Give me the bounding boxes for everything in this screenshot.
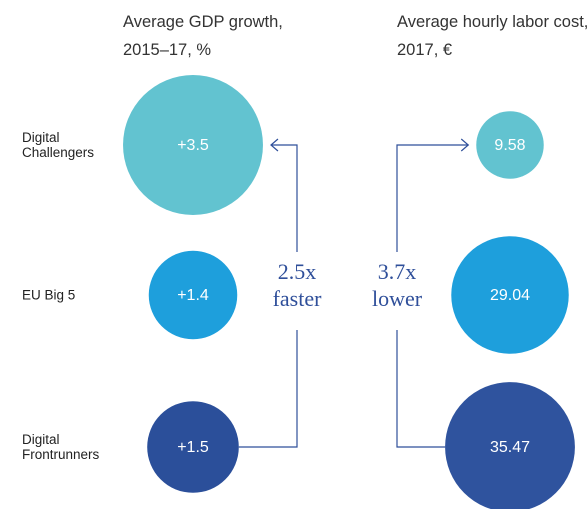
bubble-label: 9.58 <box>494 137 525 154</box>
series-title: Average hourly labor cost, 2017, € <box>397 13 588 59</box>
category-label: Digital Frontrunners <box>22 432 100 462</box>
series-title: Average GDP growth, 2015–17, % <box>123 13 283 59</box>
bubble-label: +1.4 <box>177 287 209 304</box>
bubble <box>476 111 544 179</box>
bubble <box>148 250 238 340</box>
annotation: 2.5x faster <box>272 259 322 311</box>
bubble <box>123 75 263 215</box>
bubble <box>147 401 239 493</box>
connector <box>396 144 469 448</box>
bubble-label: 29.04 <box>490 287 530 304</box>
bubble <box>445 382 575 509</box>
annotation: 3.7x lower <box>371 259 423 311</box>
arrow-head <box>460 138 470 152</box>
arrow-head <box>270 138 279 152</box>
category-label: EU Big 5 <box>22 287 76 303</box>
category-label: Digital Challengers <box>22 130 95 160</box>
connector <box>238 144 298 448</box>
bubble-label: 35.47 <box>490 439 530 456</box>
bubble-label: +1.5 <box>177 439 209 456</box>
bubble-label: +3.5 <box>177 137 209 154</box>
bubble <box>451 236 569 354</box>
